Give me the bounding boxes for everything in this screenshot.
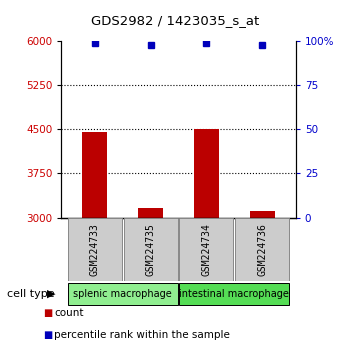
Text: intestinal macrophage: intestinal macrophage [180,289,289,299]
Text: ▶: ▶ [47,289,55,299]
Text: ■: ■ [43,308,52,318]
Text: GDS2982 / 1423035_s_at: GDS2982 / 1423035_s_at [91,14,259,27]
Text: percentile rank within the sample: percentile rank within the sample [54,330,230,339]
Bar [68,218,122,281]
Text: splenic macrophage: splenic macrophage [73,289,172,299]
Bar [235,218,289,281]
Bar [68,282,178,305]
Bar [179,218,233,281]
Text: GSM224735: GSM224735 [146,223,156,276]
Bar [124,218,178,281]
Text: GSM224733: GSM224733 [90,223,100,276]
Text: GSM224736: GSM224736 [257,223,267,276]
Text: GSM224734: GSM224734 [201,223,211,276]
Bar [179,282,289,305]
Bar [138,208,163,218]
Text: cell type: cell type [7,289,55,299]
Bar [194,129,219,218]
Bar [82,132,107,218]
Bar [250,211,275,218]
Text: ■: ■ [43,330,52,339]
Text: count: count [54,308,84,318]
